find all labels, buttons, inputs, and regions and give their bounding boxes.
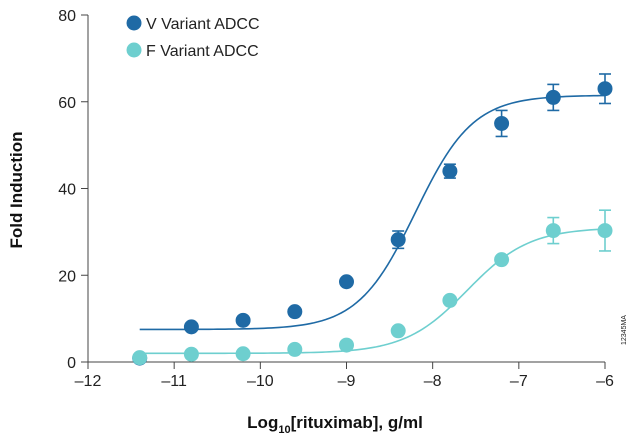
data-point <box>183 319 199 335</box>
y-axis-title: Fold Induction <box>7 131 26 248</box>
data-point <box>132 350 148 366</box>
x-axis-title-subscript: 10 <box>278 424 290 436</box>
legend-marker <box>126 15 142 31</box>
y-tick-label: 0 <box>67 355 76 372</box>
y-tick-label: 40 <box>58 182 76 199</box>
data-point <box>597 223 613 239</box>
legend: V Variant ADCC F Variant ADCC <box>126 15 260 60</box>
x-axis-title-rest: [rituximab], g/ml <box>291 413 423 432</box>
data-point <box>287 304 303 320</box>
data-point <box>287 341 303 357</box>
watermark-text: 12345MA <box>621 315 628 345</box>
legend-marker <box>126 42 142 58</box>
data-point <box>494 115 510 131</box>
data-points <box>132 81 613 366</box>
x-tick-label: –10 <box>247 373 274 390</box>
data-point <box>339 337 354 353</box>
legend-label: V Variant ADCC <box>146 16 260 33</box>
data-point <box>545 223 561 239</box>
data-point <box>390 232 406 248</box>
data-point <box>442 292 458 308</box>
error-bars <box>392 73 611 252</box>
x-tick-label: –12 <box>75 373 102 390</box>
y-tick-label: 20 <box>58 268 76 285</box>
y-tick-label: 60 <box>58 95 76 112</box>
x-tick-label: –9 <box>338 373 356 390</box>
x-tick-label: –6 <box>596 373 614 390</box>
axis-ticks: –12 –11 –10 –9 –8 –7 –6 0 20 40 60 80 <box>58 8 614 390</box>
fit-curve <box>139 228 606 355</box>
x-axis-title: Log10[rituximab], g/ml <box>247 413 423 436</box>
data-point <box>545 89 561 105</box>
data-point <box>494 252 510 268</box>
y-tick-label: 80 <box>58 8 76 25</box>
data-point <box>339 274 354 290</box>
fit-curves <box>139 94 606 355</box>
data-point <box>235 312 251 328</box>
data-point <box>390 323 406 339</box>
data-point <box>597 81 613 97</box>
x-tick-label: –7 <box>510 373 528 390</box>
data-point <box>235 346 251 362</box>
data-point <box>442 163 458 179</box>
legend-label: F Variant ADCC <box>146 43 259 60</box>
data-point <box>183 346 199 362</box>
fit-curve <box>139 94 606 331</box>
x-tick-label: –11 <box>161 373 187 390</box>
x-tick-label: –8 <box>424 373 442 390</box>
x-axis-title-main: Log <box>247 413 278 432</box>
